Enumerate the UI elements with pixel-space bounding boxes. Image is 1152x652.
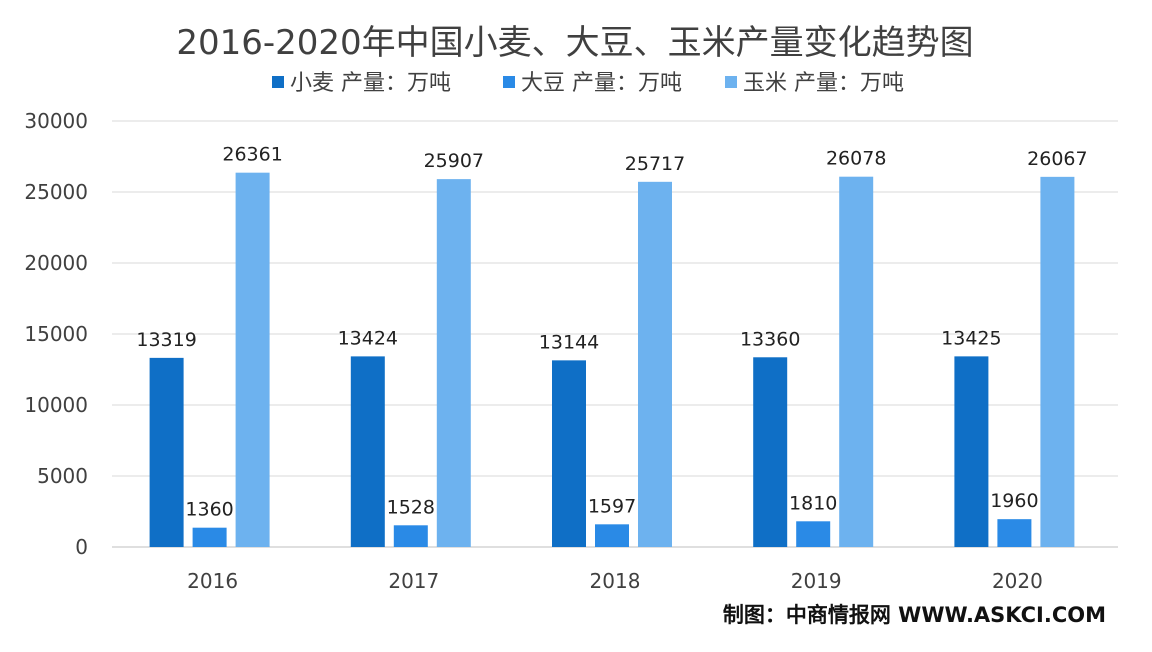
legend-item: 玉米 产量：万吨 xyxy=(725,71,904,96)
bar xyxy=(192,527,227,547)
legend-swatch xyxy=(725,76,737,88)
y-tick-label: 20000 xyxy=(24,251,88,275)
y-tick-label: 5000 xyxy=(37,464,88,488)
data-label: 13424 xyxy=(338,327,398,349)
data-label: 13425 xyxy=(941,327,1001,349)
data-label: 25907 xyxy=(424,150,484,172)
data-label: 26361 xyxy=(222,144,282,166)
bar xyxy=(149,357,184,547)
bar xyxy=(552,360,586,547)
bar xyxy=(753,357,788,547)
legend-label: 小麦 产量：万吨 xyxy=(290,71,451,96)
legend-label: 大豆 产量：万吨 xyxy=(521,71,682,96)
x-axis: 2016 2017 2018 2019 2020 xyxy=(187,569,1043,593)
data-label: 26078 xyxy=(826,148,886,170)
x-tick-label: 2016 xyxy=(187,569,238,593)
y-tick-label: 0 xyxy=(75,535,88,559)
data-label: 1810 xyxy=(789,492,837,514)
legend-swatch xyxy=(503,76,515,88)
legend-item: 小麦 产量：万吨 xyxy=(272,71,451,96)
x-tick-label: 2020 xyxy=(992,569,1043,593)
x-tick-label: 2017 xyxy=(388,569,439,593)
y-tick-label: 25000 xyxy=(24,180,88,204)
data-label: 1360 xyxy=(185,499,233,521)
data-label: 1960 xyxy=(990,490,1038,512)
data-label: 25717 xyxy=(625,153,685,175)
bar xyxy=(638,181,672,547)
legend-swatch xyxy=(272,76,284,88)
data-label: 13319 xyxy=(136,329,196,351)
data-labels: 13319 1360 26361 13424 1528 25907 13144 1597 257… xyxy=(136,144,1087,521)
x-tick-label: 2019 xyxy=(791,569,842,593)
bar xyxy=(1040,176,1075,547)
data-label: 1528 xyxy=(387,496,435,518)
y-tick-label: 10000 xyxy=(24,393,88,417)
y-tick-label: 15000 xyxy=(24,322,88,346)
chart-title: 2016-2020年中国小麦、大豆、玉米产量变化趋势图 xyxy=(176,23,973,63)
gridlines xyxy=(112,120,1118,548)
y-axis: 0 5000 10000 15000 20000 25000 30000 xyxy=(24,109,88,559)
bar xyxy=(350,356,385,547)
bar xyxy=(595,524,629,547)
y-tick-label: 30000 xyxy=(24,109,88,133)
bar xyxy=(393,525,428,547)
legend-item: 大豆 产量：万吨 xyxy=(503,71,682,96)
bar xyxy=(436,179,471,547)
bar xyxy=(839,176,874,548)
data-label: 13144 xyxy=(539,331,599,353)
bar xyxy=(796,521,831,547)
bar xyxy=(997,519,1032,547)
data-label: 13360 xyxy=(740,328,800,350)
legend: 小麦 产量：万吨 大豆 产量：万吨 玉米 产量：万吨 xyxy=(272,71,904,96)
x-tick-label: 2018 xyxy=(590,569,641,593)
bar xyxy=(235,172,270,547)
bar xyxy=(954,356,989,547)
data-label: 1597 xyxy=(588,495,636,517)
data-label: 26067 xyxy=(1027,148,1087,170)
bars xyxy=(149,172,1075,548)
legend-label: 玉米 产量：万吨 xyxy=(743,71,904,96)
source-credit: 制图：中商情报网 WWW.ASKCI.COM xyxy=(723,603,1106,627)
